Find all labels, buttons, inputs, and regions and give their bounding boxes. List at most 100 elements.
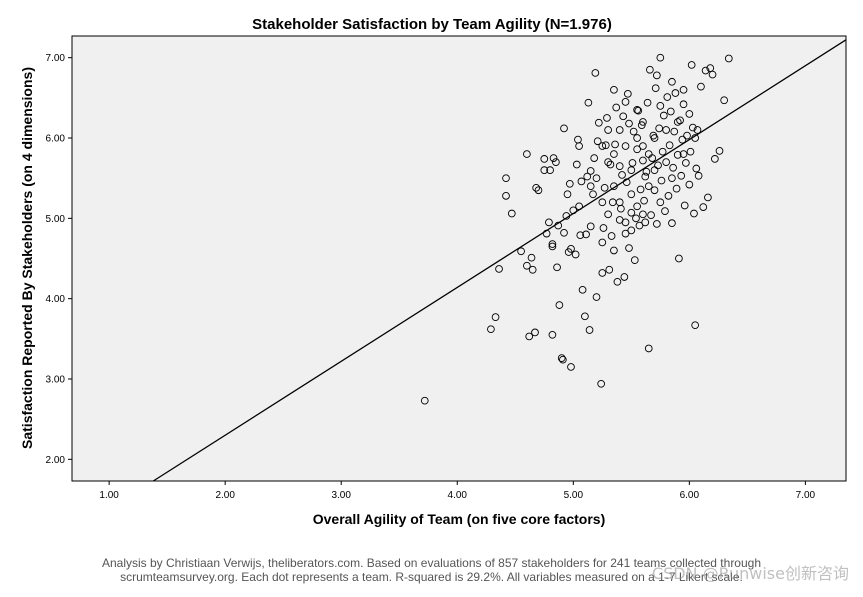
scatter-point bbox=[679, 85, 688, 94]
scatter-point bbox=[635, 221, 644, 230]
scatter-point bbox=[567, 245, 575, 253]
scatter-point bbox=[491, 313, 500, 321]
scatter-point bbox=[687, 61, 696, 69]
x-tick-label: 3.00 bbox=[331, 490, 351, 501]
footnote-line-1: Analysis by Christiaan Verwijs, theliber… bbox=[101, 556, 762, 570]
scatter-point bbox=[615, 126, 624, 134]
scatter-point bbox=[642, 167, 651, 176]
x-tick-label: 5.00 bbox=[564, 490, 584, 501]
scatter-point bbox=[610, 85, 618, 94]
x-tick-label: 6.00 bbox=[680, 490, 700, 501]
scatter-point bbox=[549, 154, 558, 162]
scatter-point bbox=[644, 344, 653, 353]
scatter-point bbox=[575, 142, 583, 150]
scatter-point bbox=[502, 191, 510, 200]
scatter-point bbox=[691, 321, 699, 330]
scatter-point bbox=[553, 263, 561, 272]
scatter-point bbox=[656, 198, 665, 207]
scatter-point bbox=[692, 164, 701, 173]
scatter-point bbox=[633, 134, 641, 142]
scatter-point bbox=[693, 126, 702, 134]
scatter-point bbox=[637, 121, 646, 130]
scatter-point bbox=[562, 212, 571, 220]
scatter-point bbox=[641, 218, 650, 227]
scatter-point bbox=[715, 147, 724, 155]
scatter-point bbox=[523, 150, 531, 158]
scatter-point bbox=[420, 396, 429, 405]
scatter-point bbox=[662, 158, 670, 166]
scatter-point bbox=[668, 77, 676, 86]
scatter-point bbox=[487, 325, 495, 334]
scatter-point bbox=[525, 332, 534, 341]
y-tick-label: 3.00 bbox=[46, 374, 66, 385]
scatter-point bbox=[704, 193, 712, 202]
scatter-point bbox=[628, 159, 637, 167]
scatter-point bbox=[548, 240, 557, 248]
scatter-point bbox=[633, 106, 641, 114]
scatter-point bbox=[701, 66, 710, 75]
scatter-point bbox=[621, 229, 630, 238]
scatter-point bbox=[615, 162, 624, 170]
scatter-point bbox=[685, 180, 694, 189]
scatter-point bbox=[593, 137, 602, 146]
y-axis: 2.00 3.00 4.00 5.00 6.00 7.00 bbox=[46, 53, 72, 466]
scatter-point bbox=[540, 166, 549, 174]
scatter-point bbox=[554, 221, 563, 230]
scatter-point bbox=[610, 246, 618, 255]
scatter-point bbox=[559, 355, 567, 364]
scatter-point bbox=[665, 141, 674, 150]
scatter-point bbox=[690, 209, 698, 218]
scatter-point bbox=[610, 182, 618, 191]
x-tick-label: 7.00 bbox=[796, 490, 816, 501]
scatter-point bbox=[646, 65, 654, 74]
scatter-point bbox=[527, 253, 536, 262]
scatter-point bbox=[575, 202, 583, 211]
scatter-point bbox=[545, 218, 553, 227]
scatter-point bbox=[644, 150, 653, 158]
scatter-point bbox=[621, 218, 630, 227]
scatter-chart: Stakeholder Satisfaction by Team Agility… bbox=[19, 16, 847, 527]
scatter-point bbox=[591, 69, 600, 77]
y-axis-label: Satisfaction Reported By Stakeholders (o… bbox=[19, 67, 35, 449]
scatter-point bbox=[623, 89, 632, 98]
scatter-point bbox=[711, 155, 719, 163]
scatter-point bbox=[581, 312, 589, 321]
scatter-point bbox=[604, 158, 612, 166]
scatter-point bbox=[664, 191, 673, 200]
scatter-point bbox=[641, 172, 650, 181]
scatter-point bbox=[586, 182, 595, 191]
scatter-point bbox=[578, 285, 587, 294]
scatter-point bbox=[639, 142, 647, 150]
scatter-point bbox=[523, 261, 531, 270]
scatter-point bbox=[598, 238, 607, 247]
regression-line bbox=[152, 39, 847, 482]
scatter-point bbox=[557, 354, 566, 362]
scatter-point bbox=[621, 98, 630, 106]
scatter-point bbox=[502, 174, 510, 183]
scatter-point bbox=[669, 163, 677, 172]
scatter-point bbox=[636, 185, 645, 194]
fit-line-group bbox=[152, 39, 847, 482]
scatter-point bbox=[592, 293, 601, 301]
scatter-point bbox=[600, 183, 609, 192]
scatter-point bbox=[629, 127, 638, 136]
scatter-point bbox=[531, 328, 539, 337]
scatter-point bbox=[670, 127, 679, 136]
scatter-point bbox=[622, 178, 631, 187]
scatter-point bbox=[612, 103, 621, 112]
scatter-point bbox=[585, 326, 594, 334]
scatter-point bbox=[668, 174, 676, 183]
scatter-point bbox=[598, 198, 607, 207]
scatter-point bbox=[571, 250, 580, 259]
scatter-point bbox=[668, 219, 676, 228]
scatter-point bbox=[662, 126, 670, 134]
scatter-point bbox=[613, 277, 622, 286]
scatter-point bbox=[606, 160, 615, 169]
scatter-point bbox=[639, 210, 647, 219]
scatter-point bbox=[532, 183, 541, 192]
scatter-point bbox=[673, 118, 682, 126]
scatter-point bbox=[666, 107, 675, 116]
scatter-point bbox=[555, 301, 564, 309]
scatter-point bbox=[589, 190, 597, 199]
scatter-point bbox=[542, 229, 551, 238]
